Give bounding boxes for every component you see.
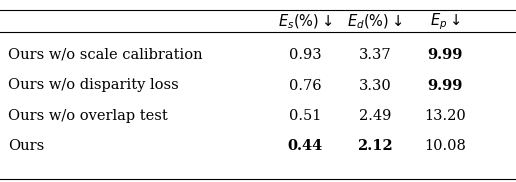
Text: Ours: Ours bbox=[8, 139, 44, 153]
Text: 3.37: 3.37 bbox=[359, 48, 391, 62]
Text: $E_d(\%)\downarrow$: $E_d(\%)\downarrow$ bbox=[347, 13, 403, 31]
Text: 2.12: 2.12 bbox=[357, 139, 393, 153]
Text: 13.20: 13.20 bbox=[424, 109, 466, 123]
Text: 9.99: 9.99 bbox=[427, 48, 463, 62]
Text: 0.93: 0.93 bbox=[288, 48, 321, 62]
Text: $E_p\downarrow$: $E_p\downarrow$ bbox=[430, 12, 460, 32]
Text: 0.51: 0.51 bbox=[289, 109, 321, 123]
Text: 3.30: 3.30 bbox=[359, 78, 391, 92]
Text: Ours w/o scale calibration: Ours w/o scale calibration bbox=[8, 48, 203, 62]
Text: 0.44: 0.44 bbox=[287, 139, 322, 153]
Text: 10.08: 10.08 bbox=[424, 139, 466, 153]
Text: 9.99: 9.99 bbox=[427, 78, 463, 92]
Text: 2.49: 2.49 bbox=[359, 109, 391, 123]
Text: $E_s(\%)\downarrow$: $E_s(\%)\downarrow$ bbox=[278, 13, 332, 31]
Text: Ours w/o disparity loss: Ours w/o disparity loss bbox=[8, 78, 179, 92]
Text: 0.76: 0.76 bbox=[288, 78, 321, 92]
Text: Ours w/o overlap test: Ours w/o overlap test bbox=[8, 109, 168, 123]
